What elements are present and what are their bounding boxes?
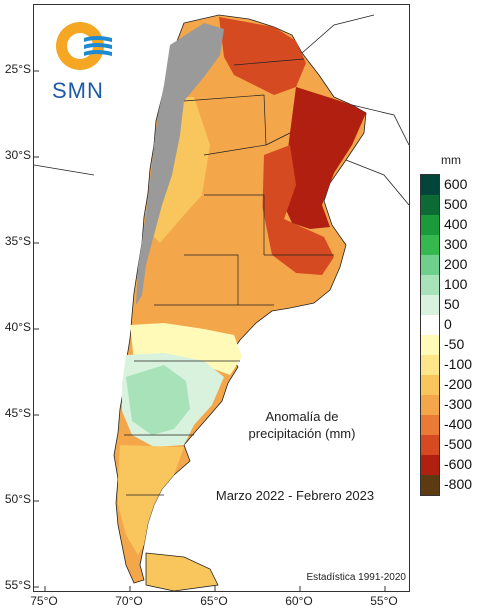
map-frame [33, 4, 410, 592]
legend-swatch [421, 375, 439, 395]
legend-label: -400 [444, 416, 473, 432]
legend-swatch [421, 355, 439, 375]
legend-label: 300 [444, 236, 468, 252]
legend-swatch [421, 415, 439, 435]
legend-swatch [421, 215, 439, 235]
legend-label: -300 [444, 396, 473, 412]
lat-label-55: 55°S [4, 578, 31, 592]
lat-label-45: 45°S [4, 406, 31, 420]
lat-label-25: 25°S [4, 62, 31, 76]
legend-label: -100 [444, 356, 473, 372]
lat-label-50: 50°S [4, 492, 31, 506]
lon-ticks [44, 586, 386, 591]
lon-label-60: 60°O [285, 594, 313, 608]
legend-swatch [421, 195, 439, 215]
legend-swatch [421, 455, 439, 475]
legend-label: -500 [444, 436, 473, 452]
lon-label-65: 65°O [200, 594, 228, 608]
anomaly-northeast [282, 87, 366, 229]
anomaly-south [118, 445, 184, 555]
map-title-line1: Anomalía de [265, 409, 339, 424]
lon-label-55: 55°O [370, 594, 398, 608]
province-borders [124, 58, 334, 496]
lon-label-70: 70°O [115, 594, 143, 608]
lat-ticks [34, 70, 39, 588]
legend-label: 0 [444, 316, 452, 332]
agency-name: SMN [52, 78, 104, 103]
legend-label: 200 [444, 256, 468, 272]
map-source: Estadística 1991-2020 [306, 572, 406, 583]
lat-label-40: 40°S [4, 320, 31, 334]
legend-swatch [421, 475, 439, 495]
anomaly-tierra-del-fuego [145, 552, 219, 591]
smn-sun-waves-logo-icon [56, 22, 112, 70]
legend-swatch [421, 235, 439, 255]
legend-label: -50 [444, 336, 465, 352]
legend-label: -600 [444, 456, 473, 472]
legend-swatch [421, 275, 439, 295]
legend-label: 400 [444, 216, 468, 232]
lat-label-35: 35°S [4, 234, 31, 248]
neighbor-borders [34, 14, 409, 206]
precipitation-anomaly-map [34, 14, 409, 591]
anomaly-center-red [262, 145, 334, 275]
legend-label: 100 [444, 276, 468, 292]
legend-label: -200 [444, 376, 473, 392]
legend-label: -800 [444, 476, 473, 492]
color-legend [420, 174, 440, 496]
map-period: Marzo 2022 - Febrero 2023 [215, 488, 375, 503]
legend-unit: mm [441, 153, 461, 167]
lon-label-75: 75°O [30, 594, 58, 608]
andes-relief [136, 23, 224, 305]
legend-label: 600 [444, 176, 468, 192]
map-title-line2: precipitación (mm) [248, 426, 356, 441]
legend-swatch [421, 295, 439, 315]
legend-swatch [421, 335, 439, 355]
legend-swatch [421, 175, 439, 195]
legend-swatch [421, 255, 439, 275]
legend-label: 500 [444, 196, 468, 212]
anomaly-patagonia-green-core [126, 365, 190, 435]
anomaly-north [219, 17, 306, 95]
lat-label-30: 30°S [4, 148, 31, 162]
legend-swatch [421, 435, 439, 455]
legend-label: 50 [444, 296, 460, 312]
map-title: Anomalía de precipitación (mm) [222, 408, 382, 442]
legend-swatch [421, 315, 439, 335]
legend-swatch [421, 395, 439, 415]
